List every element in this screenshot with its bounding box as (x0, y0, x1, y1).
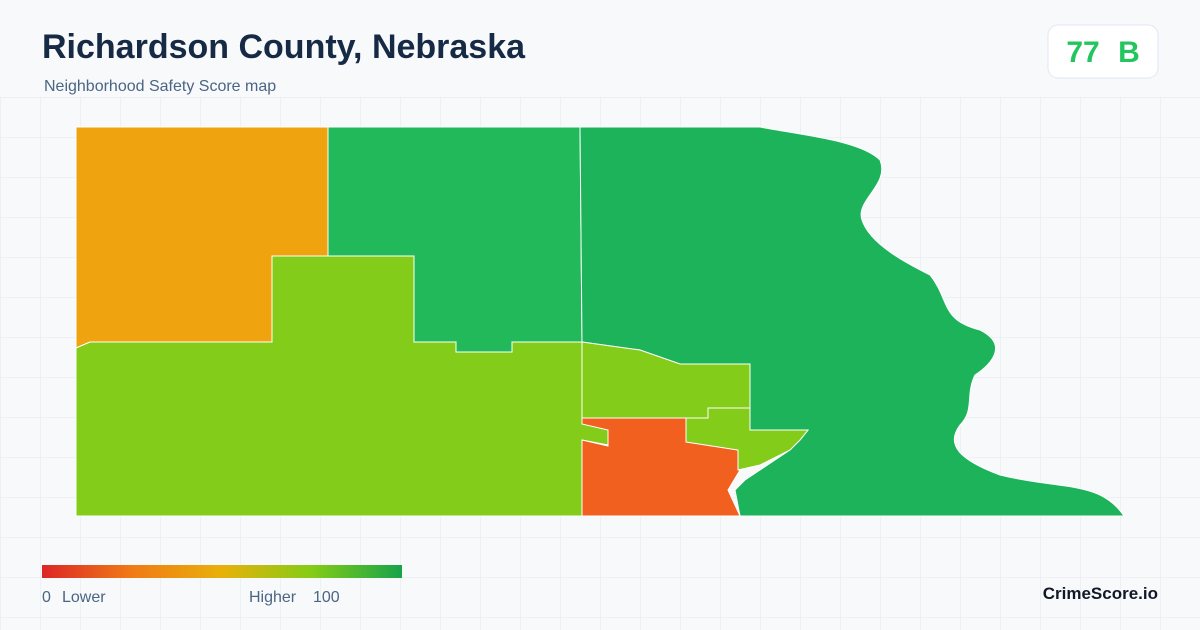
region (579, 126, 1125, 517)
legend-max: 100 (313, 589, 340, 606)
score-badge: 77 B (1047, 24, 1159, 79)
legend-min: 0 (42, 589, 51, 606)
title: Richardson County, Nebraska (42, 28, 526, 66)
region (685, 407, 810, 471)
subtitle: Neighborhood Safety Score map (44, 78, 276, 95)
legend-scale (42, 565, 402, 578)
brand: CrimeScore.io (1043, 584, 1158, 603)
badge-box (1047, 24, 1159, 79)
score-value: 77 (1066, 36, 1099, 69)
legend-max-label: Higher (249, 589, 297, 606)
legend-min-label: Lower (62, 589, 106, 606)
score-grade: B (1118, 36, 1140, 69)
regions (75, 126, 1125, 517)
legend: 0 Lower Higher 100 (42, 565, 402, 606)
